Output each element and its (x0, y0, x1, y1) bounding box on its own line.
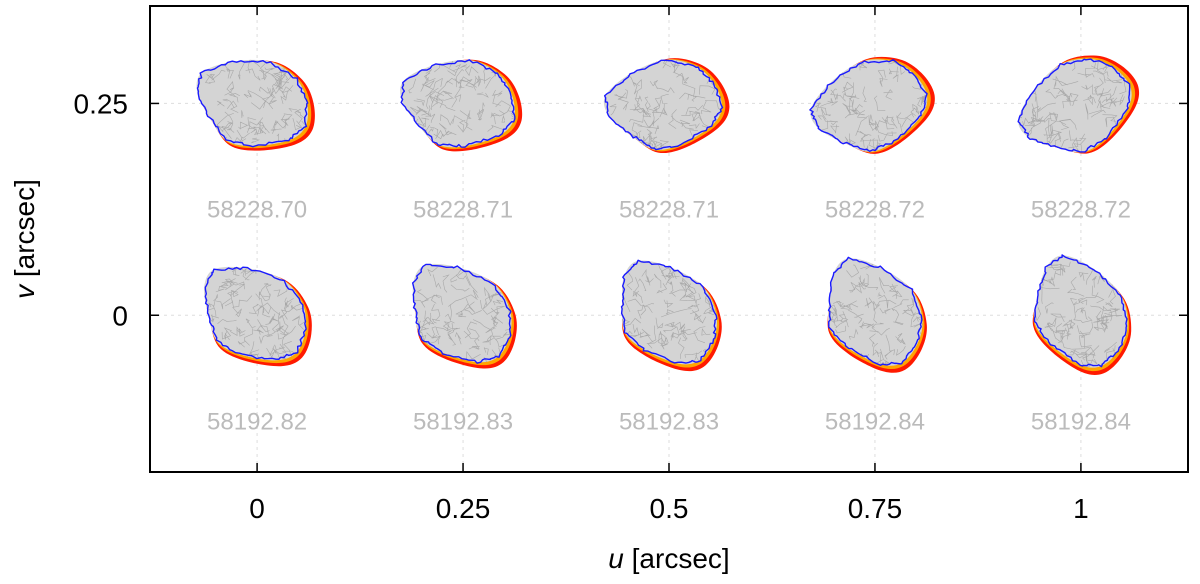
x-tick-label: 0.5 (650, 493, 689, 524)
epoch-label: 58228.71 (413, 196, 513, 223)
y-tick-label: 0 (112, 300, 128, 331)
model-mesh (205, 59, 312, 152)
shape-panel (806, 256, 937, 375)
epoch-label: 58228.70 (207, 196, 307, 223)
model-fill (827, 258, 923, 366)
x-tick-label: 0.75 (848, 493, 903, 524)
y-axis-label: v [arcsec] (9, 179, 40, 299)
epoch-label: 58228.72 (825, 196, 925, 223)
model-fill (196, 59, 309, 147)
shape-panel (400, 48, 523, 152)
epoch-label: 58192.84 (825, 408, 925, 435)
model-fill (400, 59, 515, 148)
shape-panel (200, 260, 316, 368)
shape-outline (204, 266, 307, 360)
model-fill (810, 59, 928, 152)
shape-panel (611, 259, 723, 372)
shape-outline (809, 59, 928, 152)
shape-panel (804, 40, 935, 174)
model-fill (621, 260, 718, 365)
shape-outline (196, 60, 309, 148)
epoch-label: 58228.72 (1031, 196, 1131, 223)
x-axis-label: u [arcsec] (608, 543, 729, 574)
epoch-label: 58228.71 (619, 196, 719, 223)
epoch-label: 58192.83 (413, 408, 513, 435)
model-mesh (1032, 261, 1125, 375)
epoch-label: 58192.84 (1031, 408, 1131, 435)
shape-outline (400, 59, 516, 148)
shape-outline (411, 263, 512, 364)
shape-outline (1033, 254, 1128, 368)
y-ticks: 00.25 (74, 88, 1188, 331)
x-ticks: 0 0.25 0.5 0.75 1 (249, 6, 1089, 524)
shape-panel (395, 263, 524, 369)
epoch-label: 58192.82 (207, 408, 307, 435)
shape-outline (603, 59, 724, 151)
shape-outline (620, 259, 718, 364)
x-tick-label: 0.25 (436, 493, 491, 524)
shape-panel (1014, 47, 1140, 169)
shape-panels (196, 40, 1140, 375)
model-fill (1018, 58, 1132, 153)
shape-outline (827, 256, 923, 366)
shape-panel (1032, 254, 1132, 375)
shape-panel (603, 41, 730, 161)
shape-panel (196, 59, 315, 152)
epoch-labels: 58228.70 58228.71 58228.71 58228.72 58228.72… (207, 196, 1131, 435)
epoch-label: 58192.83 (619, 408, 719, 435)
x-tick-label: 0 (249, 493, 265, 524)
x-tick-label: 1 (1073, 493, 1089, 524)
shape-outline (1017, 58, 1131, 153)
y-tick-label: 0.25 (74, 88, 129, 119)
